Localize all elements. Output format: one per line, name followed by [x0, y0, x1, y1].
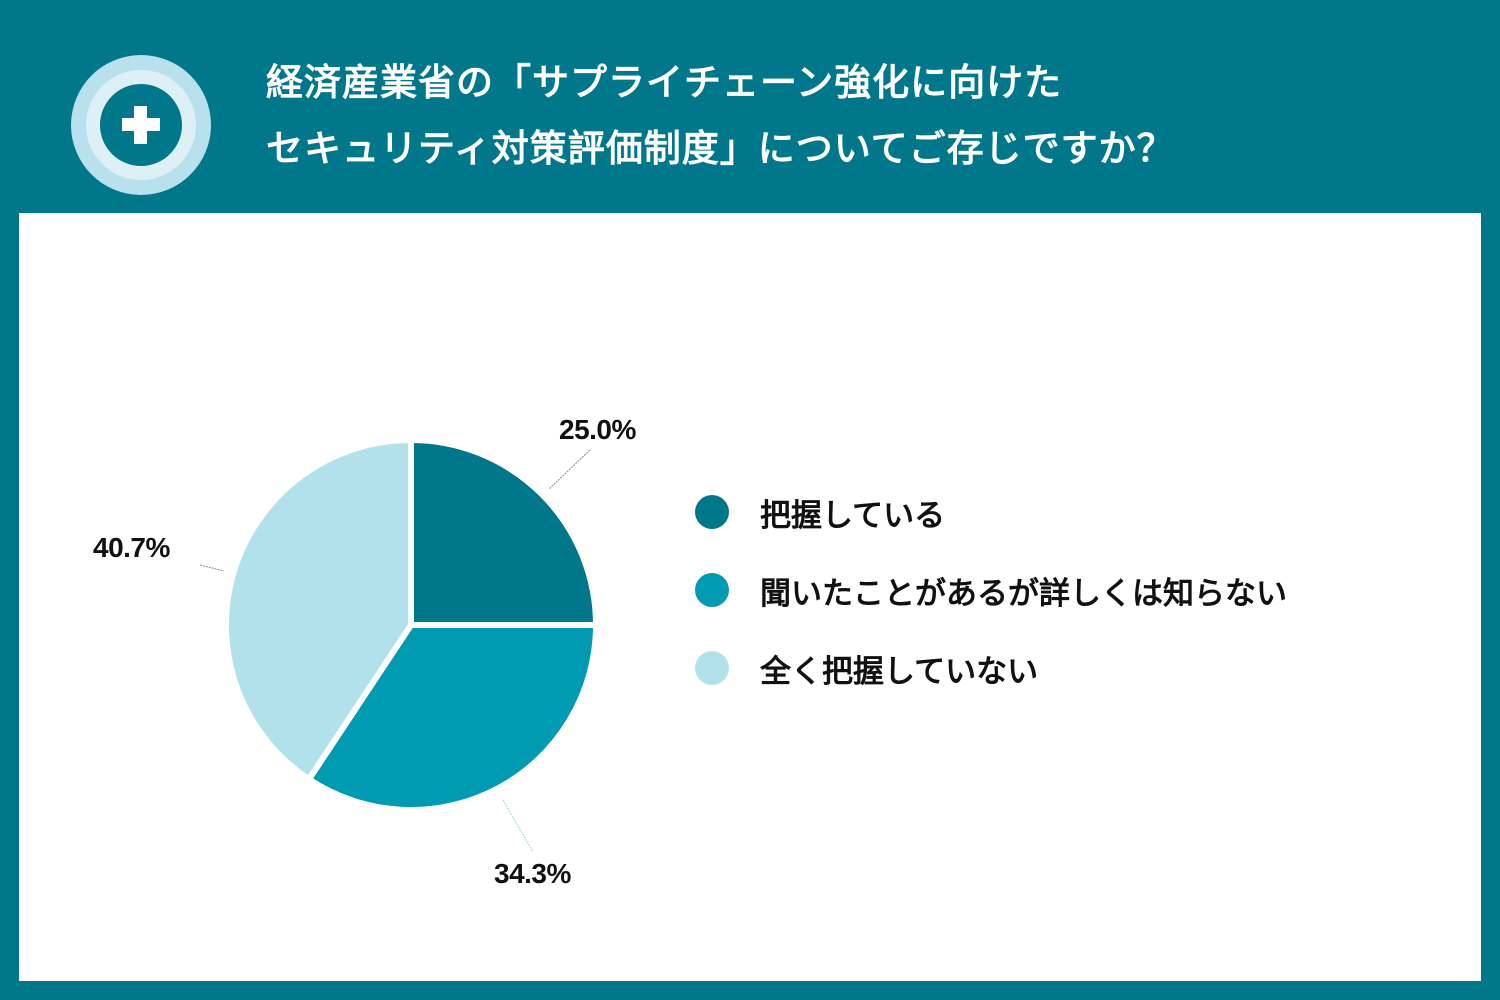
legend-item-unaware: 全く把握していない [695, 643, 1287, 693]
pct-label-unaware: 40.7% [93, 532, 170, 563]
pct-label-aware: 25.0% [559, 414, 636, 445]
legend-label: 把握している [760, 497, 946, 534]
leader-line-34 [502, 799, 534, 853]
page-title: 経済産業省の「サプライチェーン強化に向けた セキュリティ対策評価制度」についてご… [266, 50, 1175, 182]
legend-label: 聞いたことがあるが詳しくは知らない [760, 575, 1287, 612]
pie-slice-unaware [222, 436, 414, 784]
legend-dot-icon [695, 573, 729, 607]
title-line-1: 経済産業省の「サプライチェーン強化に向けた [266, 61, 1063, 104]
leader-line-25 [548, 449, 591, 490]
title-line-2: セキュリティ対策評価制度」についてご存じですか？ [266, 127, 1175, 170]
legend-label: 全く把握していない [760, 653, 1039, 690]
pct-label-heard: 34.3% [494, 858, 571, 889]
legend-dot-icon [695, 651, 729, 685]
leader-line-40 [199, 564, 225, 572]
legend: 把握している 聞いたことがあるが詳しくは知らない 全く把握していない [695, 487, 1287, 721]
plus-circle-icon [71, 55, 211, 195]
pie-slice-aware [408, 436, 600, 628]
legend-item-aware: 把握している [695, 487, 1287, 537]
header: 経済産業省の「サプライチェーン強化に向けた セキュリティ対策評価制度」についてご… [0, 0, 1500, 213]
legend-item-heard: 聞いたことがあるが詳しくは知らない [695, 565, 1287, 615]
legend-dot-icon [695, 495, 729, 529]
